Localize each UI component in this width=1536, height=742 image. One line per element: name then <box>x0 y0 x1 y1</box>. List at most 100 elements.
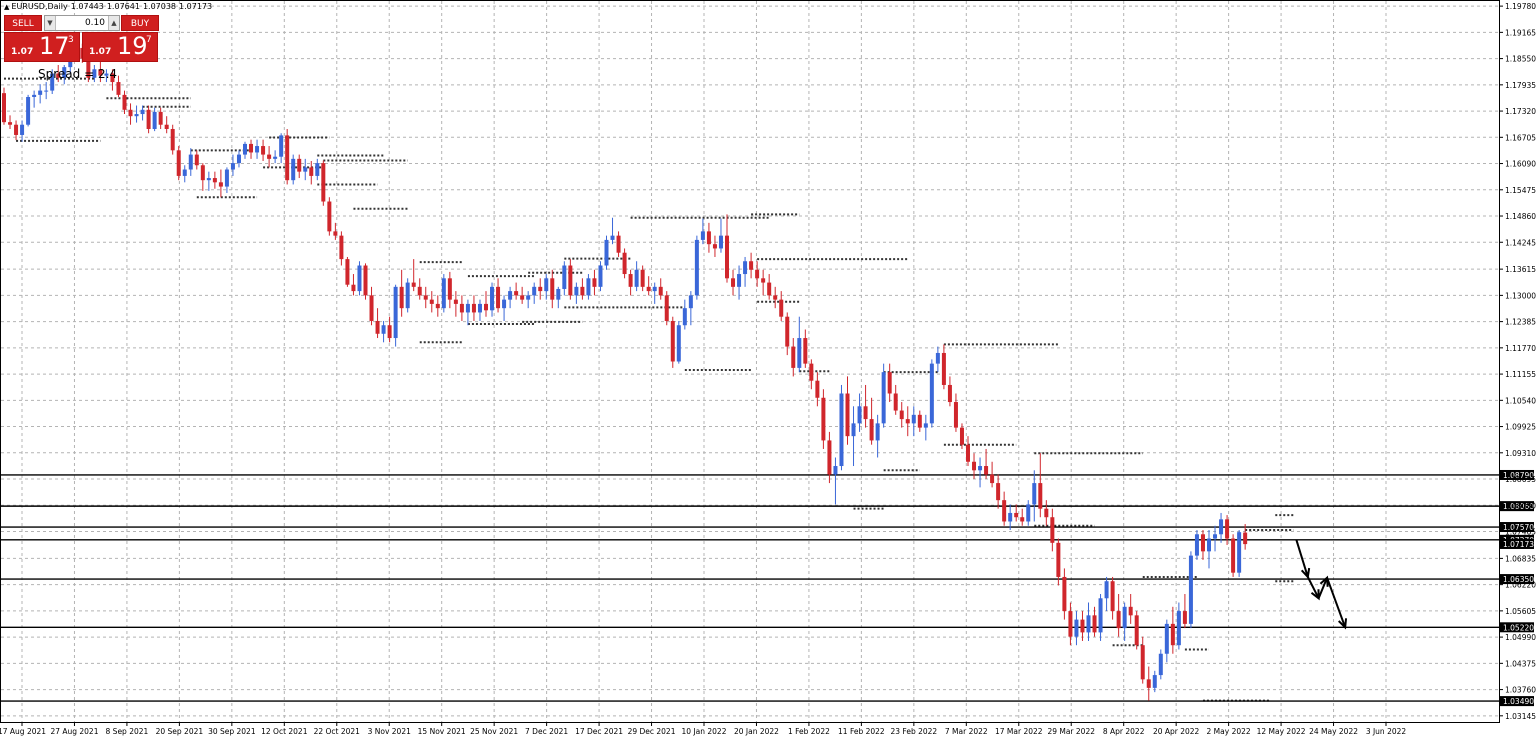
bull-candle <box>92 64 97 83</box>
bear-candle <box>1231 534 1236 577</box>
bull-candle <box>32 90 37 108</box>
bear-candle <box>429 291 434 313</box>
candle-body <box>574 286 579 296</box>
y-tick-label: 1.16705 <box>1505 133 1536 142</box>
candle-body <box>158 111 163 125</box>
bull-candle <box>50 69 55 95</box>
level-label: 1.06350 <box>1503 575 1534 584</box>
candle-body <box>827 440 832 475</box>
bull-candle <box>1188 551 1193 629</box>
candle-body <box>267 154 272 159</box>
candle-body <box>435 303 440 309</box>
candle-body <box>453 299 458 304</box>
bull-candle <box>851 406 856 467</box>
candle-body <box>2 93 6 123</box>
sell-price-button[interactable]: 1.07 17 3 <box>4 32 80 62</box>
candle-body <box>423 295 428 300</box>
decrease-lot-icon[interactable]: ▼ <box>45 16 56 30</box>
lot-size-value[interactable]: 0.10 <box>84 18 105 28</box>
candle-body <box>682 308 687 326</box>
candle-body <box>749 261 754 270</box>
x-tick-label: 22 Oct 2021 <box>314 727 361 736</box>
close-value: 1.07173 <box>179 2 213 11</box>
y-tick-label: 1.14860 <box>1505 212 1536 221</box>
bear-candle <box>1092 606 1097 637</box>
candle-body <box>1038 483 1043 509</box>
lot-size-stepper[interactable]: ▼ 0.10 ▲ <box>44 15 120 31</box>
candle-body <box>1050 517 1055 543</box>
chart-frame <box>0 0 1500 723</box>
candle-body <box>309 167 314 176</box>
bull-candle <box>502 295 507 321</box>
sell-button[interactable]: SELL <box>4 15 42 31</box>
y-tick-label: 1.17935 <box>1505 81 1536 90</box>
candle-body <box>496 286 501 309</box>
bear-candle <box>339 231 344 266</box>
bull-candle <box>833 457 838 505</box>
candle-body <box>62 67 67 78</box>
bear-candle <box>387 316 392 343</box>
candle-body <box>815 380 820 398</box>
candle-body <box>1020 517 1025 522</box>
candle-body <box>731 278 736 287</box>
bull-candle <box>182 165 187 183</box>
level-label: 1.05220 <box>1503 623 1534 632</box>
bear-candle <box>309 160 314 185</box>
y-tick-label: 1.16090 <box>1505 160 1536 169</box>
grid-layer <box>1 1 1499 722</box>
candle-body <box>797 338 802 368</box>
candle-body <box>857 406 862 424</box>
bull-candle <box>743 256 748 287</box>
candle-body <box>556 288 561 300</box>
candle-body <box>616 235 621 253</box>
candle-body <box>737 274 742 287</box>
bear-candle <box>791 338 796 377</box>
bull-candle <box>1122 602 1127 641</box>
level-label-box <box>1500 622 1534 633</box>
candle-body <box>375 320 380 334</box>
bear-candle <box>459 295 464 321</box>
bull-candle <box>188 148 193 176</box>
open-value: 1.07443 <box>70 2 104 11</box>
bear-candle <box>905 406 910 437</box>
candle-body <box>935 352 940 364</box>
bull-candle <box>206 171 211 191</box>
candle-body <box>357 265 362 292</box>
candle-body <box>20 124 25 135</box>
candle-body <box>851 423 856 437</box>
collapse-triangle-icon[interactable]: ▲ <box>4 3 10 11</box>
bull-candle <box>737 265 742 300</box>
x-tick-label: 8 Apr 2022 <box>1103 727 1145 736</box>
candle-body <box>339 235 344 260</box>
candle-body <box>1237 532 1242 573</box>
time-axis: 17 Aug 2021 27 Aug 2021 8 Sep 2021 20 Sep 2… <box>0 722 1406 736</box>
y-tick-label: 1.04990 <box>1505 633 1536 642</box>
bear-candle <box>767 274 772 300</box>
increase-lot-icon[interactable]: ▲ <box>108 16 119 30</box>
bear-candle <box>471 295 476 321</box>
bear-candle <box>327 197 332 236</box>
candle-body <box>363 265 368 296</box>
candle-body <box>773 295 778 300</box>
y-tick-label: 1.18550 <box>1505 55 1536 64</box>
bear-candle <box>1038 453 1043 518</box>
candle-body <box>785 316 790 347</box>
buy-button[interactable]: BUY <box>121 15 159 31</box>
bear-candle <box>664 291 669 326</box>
bear-candle <box>959 423 964 449</box>
x-tick-label: 3 Nov 2021 <box>368 727 411 736</box>
y-tick-label: 1.07465 <box>1505 528 1536 537</box>
bear-candle <box>1140 636 1145 684</box>
bull-candle <box>532 282 537 304</box>
buy-price-button[interactable]: 1.07 19 7 <box>82 32 158 62</box>
bear-candle <box>56 64 61 83</box>
bull-candle <box>224 167 229 193</box>
candle-body <box>1200 534 1205 552</box>
candle-body <box>712 244 717 249</box>
y-tick-label: 1.19780 <box>1505 2 1536 11</box>
bear-candle <box>200 163 205 191</box>
bear-candle <box>1068 602 1073 646</box>
bear-candle <box>146 105 151 134</box>
